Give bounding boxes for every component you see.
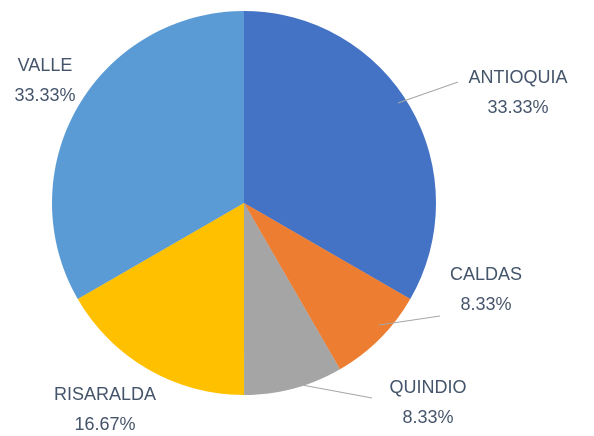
slice-label: QUINDIO <box>389 377 466 397</box>
slice-label: RISARALDA <box>54 384 156 404</box>
leader-line <box>397 81 459 104</box>
slice-label: ANTIOQUIA <box>468 67 567 87</box>
slice-value-label: 33.33% <box>487 97 548 117</box>
slice-label: CALDAS <box>450 264 522 284</box>
leader-line <box>301 384 373 399</box>
slice-label: VALLE <box>18 55 73 75</box>
slice-value-label: 33.33% <box>14 85 75 105</box>
slice-value-label: 16.67% <box>74 414 135 434</box>
pie-slice <box>244 203 341 395</box>
pie-slice <box>244 203 411 370</box>
pie-slice <box>51 11 244 299</box>
leader-line <box>378 315 441 326</box>
slice-value-label: 8.33% <box>402 407 453 427</box>
pie-slice <box>244 11 437 299</box>
pie-slice <box>77 203 245 395</box>
slice-value-label: 8.33% <box>460 294 511 314</box>
